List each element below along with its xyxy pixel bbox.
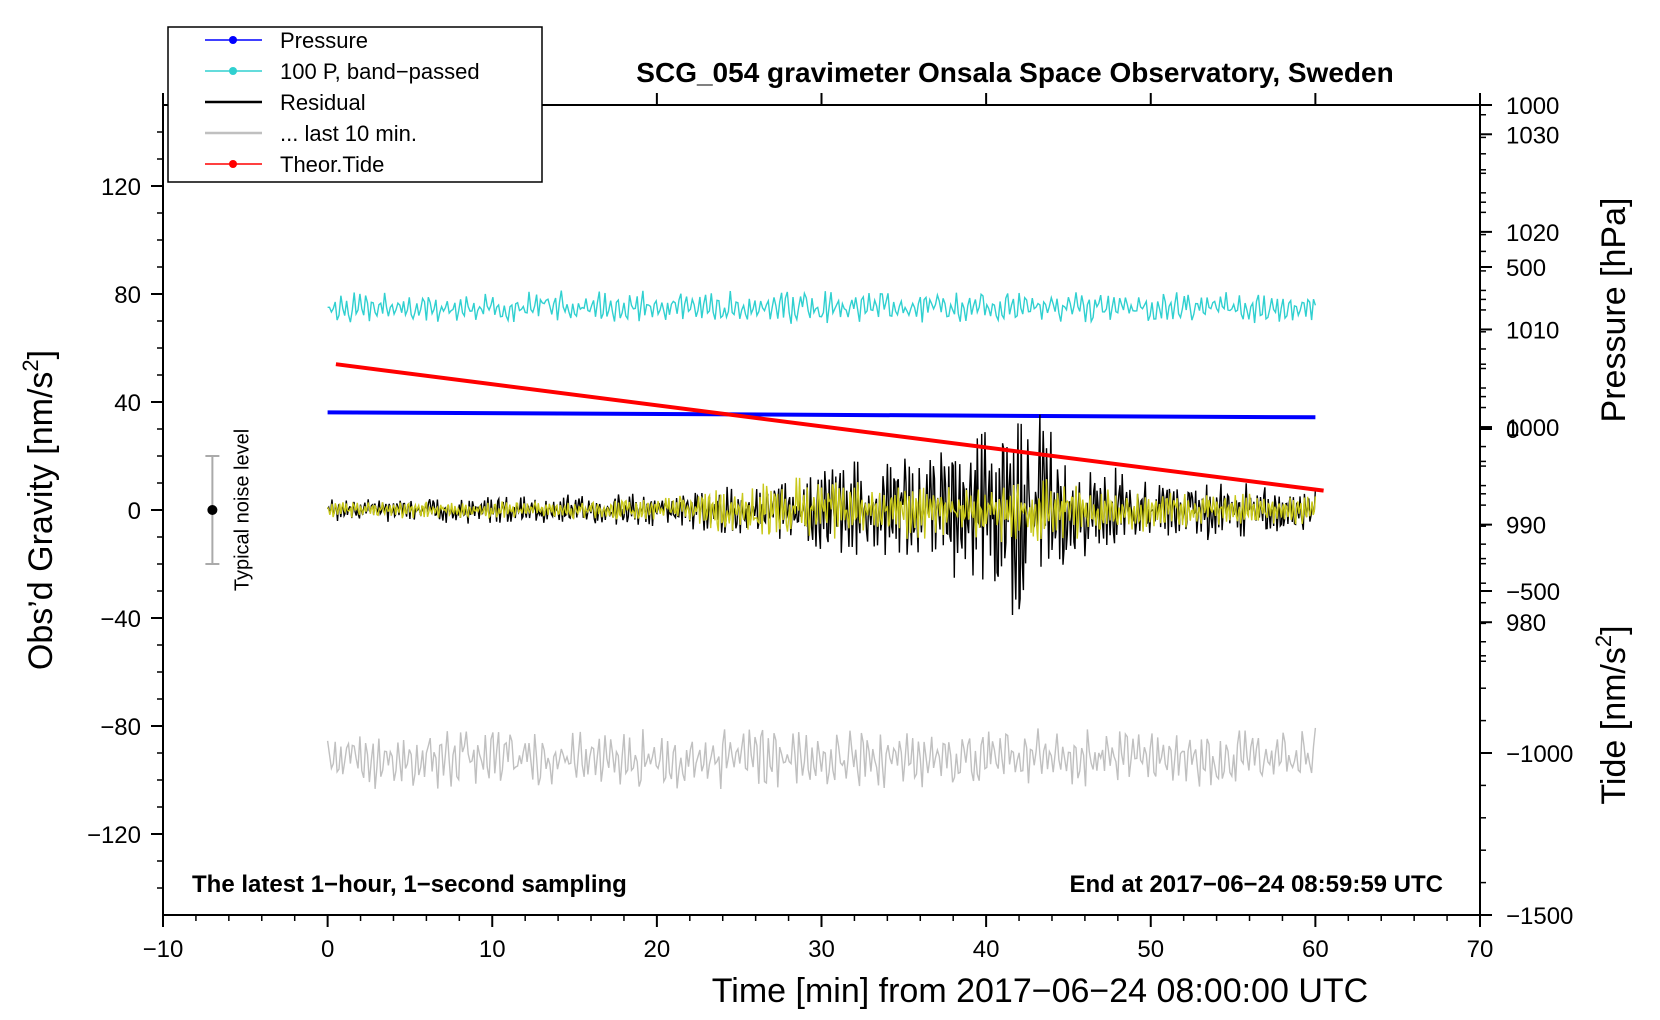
legend-label: 100 P, band−passed bbox=[280, 59, 480, 84]
y-axis-title-close: ] bbox=[22, 350, 60, 359]
legend-label: Theor.Tide bbox=[280, 152, 384, 177]
series-100-p-band-passed bbox=[327, 290, 1317, 325]
chart-title: SCG_054 gravimeter Onsala Space Observat… bbox=[636, 57, 1393, 88]
tide-tick-label: −500 bbox=[1506, 579, 1560, 606]
note-end-time: End at 2017−06−24 08:59:59 UTC bbox=[1069, 871, 1443, 898]
x-tick-label: 70 bbox=[1467, 936, 1494, 963]
y-axis-title: Obs’d Gravity [nm/s2] bbox=[18, 350, 60, 670]
series-residual-filtered bbox=[326, 477, 1317, 543]
pressure-tick-label: 1020 bbox=[1506, 220, 1559, 247]
tide-axis-title: Tide [nm/s2] bbox=[1591, 625, 1633, 804]
tide-axis-title-close: ] bbox=[1595, 625, 1633, 634]
pressure-tick-label: 990 bbox=[1506, 513, 1546, 540]
series-residual bbox=[327, 414, 1317, 616]
y-tick-label: −40 bbox=[100, 606, 141, 633]
y-tick-label: 40 bbox=[114, 390, 141, 417]
x-tick-label: 50 bbox=[1137, 936, 1164, 963]
x-tick-label: 10 bbox=[479, 936, 506, 963]
tide-axis-title-sup: 2 bbox=[1591, 635, 1616, 647]
x-axis-ticks: −10 0 10 20 30 40 50 60 70 bbox=[143, 93, 1494, 963]
x-tick-label: 40 bbox=[973, 936, 1000, 963]
pressure-tick-label: 1030 bbox=[1506, 122, 1559, 149]
legend-items: Pressure 100 P, band−passed Residual ... la… bbox=[205, 28, 480, 177]
tide-axis-ticks: 1000 500 0 −500 −1000 −1500 bbox=[1480, 93, 1573, 930]
pressure-tick-label: 980 bbox=[1506, 610, 1546, 637]
x-tick-label: −10 bbox=[143, 936, 184, 963]
legend-marker bbox=[229, 36, 237, 44]
y-axis-title-sup: 2 bbox=[18, 359, 43, 371]
series-layer bbox=[326, 290, 1324, 790]
legend-label: Residual bbox=[280, 90, 366, 115]
note-latest-hour: The latest 1−hour, 1−second sampling bbox=[192, 871, 627, 898]
tide-tick-label: 500 bbox=[1506, 255, 1546, 282]
legend-marker bbox=[229, 160, 237, 168]
y-tick-label: 120 bbox=[101, 174, 141, 201]
noise-label: Typical noise level bbox=[231, 429, 253, 591]
series--last-10-min- bbox=[326, 727, 1317, 790]
y-tick-label: 80 bbox=[114, 282, 141, 309]
legend-box bbox=[167, 26, 543, 183]
tide-tick-label: 1000 bbox=[1506, 93, 1559, 120]
x-tick-label: 30 bbox=[808, 936, 835, 963]
legend-label: Pressure bbox=[280, 28, 368, 53]
y-axis-title-main: Obs’d Gravity [nm/s bbox=[22, 372, 60, 671]
tide-tick-label: −1000 bbox=[1506, 741, 1573, 768]
series-pressure bbox=[327, 410, 1316, 420]
x-axis-title: Time [min] from 2017−06−24 08:00:00 UTC bbox=[712, 972, 1368, 1010]
tide-axis-title-main: Tide [nm/s bbox=[1595, 647, 1633, 804]
y-axis-ticks: 120 80 40 0 −40 −80 −120 bbox=[87, 131, 163, 889]
typical-noise-bar bbox=[205, 455, 220, 565]
tide-tick-label: −1500 bbox=[1506, 903, 1573, 930]
x-tick-label: 60 bbox=[1302, 936, 1329, 963]
y-tick-label: −120 bbox=[87, 822, 141, 849]
y-tick-label: −80 bbox=[100, 714, 141, 741]
pressure-axis-title: Pressure [hPa] bbox=[1595, 198, 1633, 423]
pressure-tick-label: 1010 bbox=[1506, 317, 1559, 344]
pressure-axis-ticks: 1030 1020 1010 1000 990 980 bbox=[1480, 114, 1559, 663]
tide-tick-label: 0 bbox=[1506, 417, 1519, 444]
x-tick-label: 20 bbox=[644, 936, 671, 963]
noise-bar-dot bbox=[207, 505, 218, 515]
x-tick-label: 0 bbox=[321, 936, 334, 963]
y-tick-label: 0 bbox=[128, 498, 141, 525]
pressure-tick-label: 1000 bbox=[1506, 415, 1559, 442]
legend-marker bbox=[229, 67, 237, 75]
series-theor-tide bbox=[335, 362, 1324, 493]
legend-label: ... last 10 min. bbox=[280, 121, 417, 146]
legend: Pressure 100 P, band−passed Residual ... la… bbox=[167, 26, 543, 183]
